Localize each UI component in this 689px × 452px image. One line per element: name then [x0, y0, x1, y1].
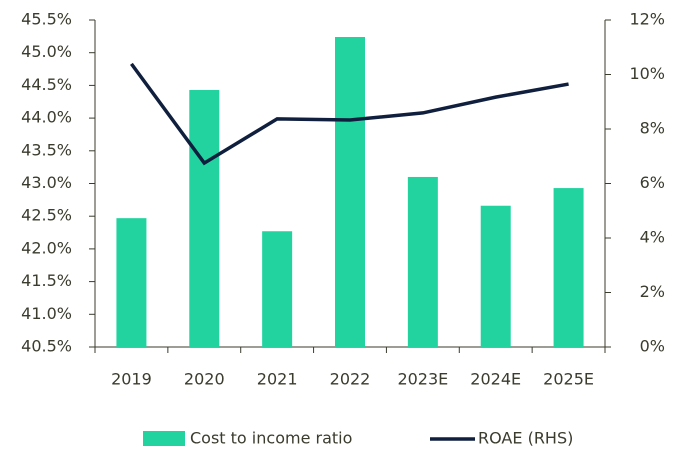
- y-tick-label: 42.0%: [21, 238, 72, 257]
- y-tick-label: 43.5%: [21, 140, 72, 159]
- x-tick-label: 2020: [184, 370, 225, 389]
- y2-tick-label: 8%: [640, 119, 665, 138]
- y-tick-label: 44.0%: [21, 108, 72, 127]
- y-tick-label: 43.0%: [21, 173, 72, 192]
- bar: [262, 231, 293, 347]
- x-tick-label: 2019: [111, 370, 152, 389]
- bar: [480, 205, 511, 347]
- x-tick-label: 2022: [330, 370, 371, 389]
- y-tick-label: 41.5%: [21, 271, 72, 290]
- x-tick-label: 2025E: [543, 370, 594, 389]
- y2-tick-label: 12%: [629, 10, 665, 29]
- bar: [189, 89, 220, 347]
- bar: [407, 176, 438, 347]
- x-tick-label: 2024E: [470, 370, 521, 389]
- y-tick-label: 41.0%: [21, 304, 72, 323]
- x-tick-label: 2023E: [397, 370, 448, 389]
- y-tick-label: 44.5%: [21, 75, 72, 94]
- y-tick-label: 42.5%: [21, 206, 72, 225]
- y-tick-label: 45.0%: [21, 42, 72, 61]
- x-tick-label: 2021: [257, 370, 298, 389]
- y-tick-label: 40.5%: [21, 337, 72, 356]
- y-tick-label: 45.5%: [21, 10, 72, 29]
- bar: [553, 188, 584, 347]
- y2-tick-label: 6%: [640, 173, 665, 192]
- y2-tick-label: 0%: [640, 337, 665, 356]
- line: [130, 62, 569, 166]
- y2-tick-label: 2%: [640, 282, 665, 301]
- legend-label: Cost to income ratio: [190, 429, 352, 448]
- y2-tick-label: 4%: [640, 228, 665, 247]
- y2-tick-label: 10%: [629, 64, 665, 83]
- bar: [116, 218, 147, 347]
- legend-swatch: [143, 431, 185, 446]
- bar: [335, 37, 365, 348]
- legend-label: ROAE (RHS): [478, 429, 573, 448]
